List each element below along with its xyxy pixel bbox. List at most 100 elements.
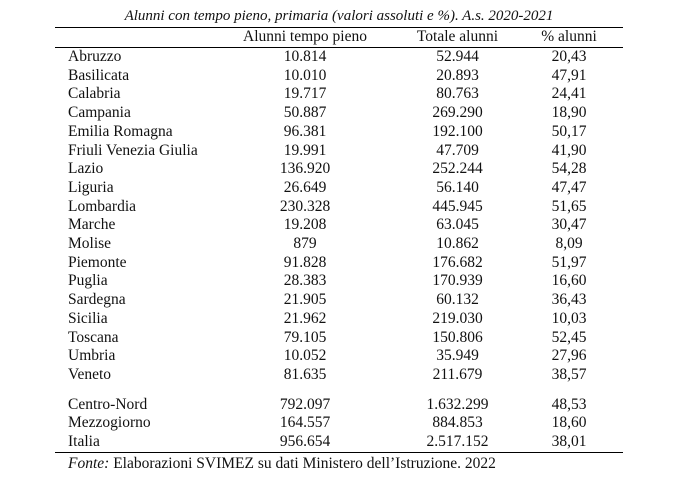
region-name-cell: Friuli Venezia Giulia (68, 141, 198, 159)
totale-alunni-cell: 52.944 (436, 48, 479, 65)
data-table: Alunni tempo pieno Totale alunni % alunn… (55, 27, 623, 453)
pct-alunni-cell: 50,17 (551, 122, 587, 140)
region-row: Friuli Venezia Giulia 19.991 47.709 41,90 (55, 142, 623, 161)
region-row: Abruzzo 10.814 52.944 20,43 (55, 48, 623, 67)
region-name-cell: Basilicata (68, 66, 130, 84)
totale-alunni-cell: 884.853 (432, 414, 483, 432)
region-row: Basilicata 10.010 20.893 47,91 (55, 67, 623, 86)
tempo-pieno-cell: 230.328 (279, 197, 331, 215)
region-row: Campania 50.887 269.290 18,90 (55, 104, 623, 123)
pct-alunni-cell: 24,41 (551, 85, 587, 103)
tempo-pieno-cell: 96.381 (283, 122, 327, 140)
aggregate-row: Centro-Nord 792.097 1.632.299 48,53 (55, 396, 623, 415)
tempo-pieno-cell: 21.962 (283, 309, 327, 327)
region-name-cell: Puglia (68, 272, 108, 290)
region-name-cell: Veneto (68, 365, 112, 383)
tempo-pieno-cell: 19.991 (283, 141, 327, 159)
tempo-pieno-cell: 79.105 (283, 328, 327, 346)
source-note: Fonte: Elaborazioni SVIMEZ su dati Minis… (55, 453, 623, 473)
region-name-cell: Lombardia (68, 197, 137, 215)
pct-alunni-cell: 38,57 (551, 365, 587, 383)
totale-alunni-cell: 47.709 (436, 141, 479, 159)
header-totale: Totale alunni (416, 28, 499, 46)
tempo-pieno-cell: 19.208 (283, 216, 327, 234)
pct-alunni-cell: 52,45 (551, 328, 587, 346)
totale-alunni-cell: 211.679 (432, 365, 483, 383)
region-name-cell: Umbria (68, 347, 116, 365)
region-row: Liguria 26.649 56.140 47,47 (55, 179, 623, 198)
region-row: Sardegna 21.905 60.132 36,43 (55, 291, 623, 310)
region-name-cell: Molise (68, 235, 112, 253)
region-name-cell: Toscana (68, 328, 119, 346)
pct-alunni-cell: 16,60 (551, 272, 587, 290)
tempo-pieno-cell: 21.905 (283, 291, 327, 309)
tempo-pieno-cell: 26.649 (283, 178, 327, 196)
tempo-pieno-cell: 19.717 (283, 85, 327, 103)
region-row: Marche 19.208 63.045 30,47 (55, 216, 623, 235)
region-name-cell: Piemonte (68, 253, 127, 271)
pct-alunni-cell: 18,60 (551, 414, 587, 432)
table-title: Alunni con tempo pieno, primaria (valori… (124, 8, 554, 24)
region-row: Veneto 81.635 211.679 38,57 (55, 366, 623, 385)
tempo-pieno-cell: 10.010 (283, 66, 327, 84)
pct-alunni-cell: 27,96 (551, 347, 587, 365)
totale-alunni-cell: 20.893 (436, 66, 479, 84)
pct-alunni-cell: 8,09 (555, 235, 583, 253)
region-row: Lazio 136.920 252.244 54,28 (55, 160, 623, 179)
region-name-cell: Sardegna (68, 291, 126, 309)
region-name-cell: Calabria (68, 85, 121, 103)
region-name-cell: Abruzzo (68, 48, 122, 65)
region-row: Piemonte 91.828 176.682 51,97 (55, 254, 623, 273)
pct-alunni-cell: 51,97 (551, 253, 587, 271)
spacer-row (55, 385, 623, 396)
header-pct-alunni: % alunni (541, 28, 597, 46)
region-name-cell: Italia (68, 433, 100, 451)
totale-alunni-cell: 80.763 (436, 85, 479, 103)
region-row: Toscana 79.105 150.806 52,45 (55, 329, 623, 348)
source-label: Fonte: (68, 454, 110, 472)
region-name-cell: Lazio (68, 160, 104, 178)
pct-alunni-cell: 36,43 (551, 291, 587, 309)
totale-alunni-cell: 252.244 (432, 160, 483, 178)
pct-alunni-cell: 38,01 (551, 433, 587, 451)
region-row: Emilia Romagna 96.381 192.100 50,17 (55, 123, 623, 142)
pct-alunni-cell: 48,53 (551, 395, 587, 413)
aggregate-row: Mezzogiorno 164.557 884.853 18,60 (55, 414, 623, 433)
tempo-pieno-cell: 879 (293, 235, 317, 253)
totale-alunni-cell: 445.945 (432, 197, 483, 215)
totale-alunni-cell: 1.632.299 (426, 395, 489, 413)
source-text: Elaborazioni SVIMEZ su dati Ministero de… (109, 454, 496, 472)
tempo-pieno-cell: 136.920 (279, 160, 331, 178)
region-name-cell: Sicilia (68, 309, 108, 327)
region-row: Sicilia 21.962 219.030 10,03 (55, 310, 623, 329)
totale-alunni-cell: 60.132 (436, 291, 479, 309)
tempo-pieno-cell: 956.654 (279, 433, 331, 451)
header-row: Alunni tempo pieno Totale alunni % alunn… (55, 28, 623, 48)
document-page: Alunni con tempo pieno, primaria (valori… (55, 7, 623, 473)
region-name-cell: Centro-Nord (68, 395, 148, 413)
pct-alunni-cell: 47,91 (551, 66, 587, 84)
region-name-cell: Emilia Romagna (68, 122, 173, 140)
totale-alunni-cell: 56.140 (436, 178, 479, 196)
totale-alunni-cell: 2.517.152 (426, 433, 489, 451)
table-body: Abruzzo 10.814 52.944 20,43 Basilicata 10.010… (55, 48, 623, 453)
aggregate-row: Italia 956.654 2.517.152 38,01 (55, 433, 623, 452)
tempo-pieno-cell: 792.097 (279, 395, 331, 413)
pct-alunni-cell: 51,65 (551, 197, 587, 215)
tempo-pieno-cell: 10.814 (283, 48, 327, 65)
totale-alunni-cell: 219.030 (432, 309, 483, 327)
region-row: Lombardia 230.328 445.945 51,65 (55, 198, 623, 217)
pct-alunni-cell: 30,47 (551, 216, 587, 234)
region-name-cell: Liguria (68, 178, 114, 196)
spacer-cell (55, 385, 623, 396)
region-row: Puglia 28.383 170.939 16,60 (55, 272, 623, 291)
tempo-pieno-cell: 81.635 (283, 365, 327, 383)
header-tempo-pieno: Alunni tempo pieno (243, 28, 367, 46)
totale-alunni-cell: 269.290 (432, 104, 483, 122)
region-name-cell: Mezzogiorno (68, 414, 151, 432)
region-name-cell: Campania (68, 104, 131, 122)
region-row: Umbria 10.052 35.949 27,96 (55, 347, 623, 366)
pct-alunni-cell: 54,28 (551, 160, 587, 178)
totale-alunni-cell: 10.862 (436, 235, 479, 253)
tempo-pieno-cell: 164.557 (279, 414, 331, 432)
